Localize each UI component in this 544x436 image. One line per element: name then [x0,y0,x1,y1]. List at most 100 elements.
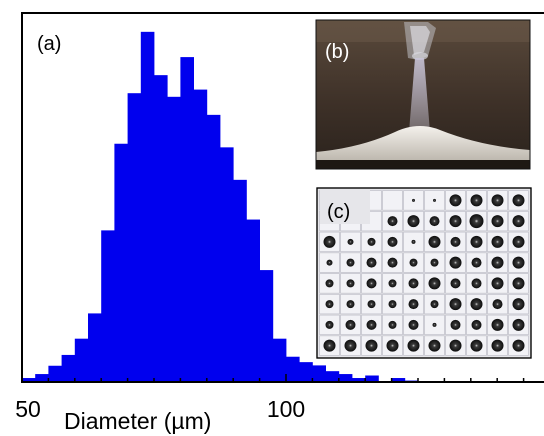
histogram-bar [140,31,155,383]
droplet-icon [345,319,356,330]
droplet-icon [365,339,378,352]
droplet-icon [491,277,504,290]
histogram-bar [193,89,208,382]
histogram-bar [154,75,168,383]
droplet-icon [449,194,462,207]
panel-label-b: (b) [325,41,349,63]
droplet-icon [470,298,483,311]
powder-pile [316,125,530,164]
droplet-icon [366,278,377,289]
droplet-icon [450,319,461,330]
droplet-icon [346,300,355,309]
droplet-icon [471,319,482,330]
histogram-bar [48,365,62,382]
droplet-icon [512,339,525,352]
inset-b-photo: (b) [315,19,531,170]
droplet-icon [408,319,419,330]
droplet-icon [491,318,504,331]
histogram-bars [22,31,419,383]
droplet-icon [492,299,503,310]
x-axis-title: Diameter (µm) [64,408,211,434]
histogram-bar [338,374,353,382]
histogram-bar [312,365,326,382]
droplet-cell [382,190,403,211]
droplet-icon [428,277,441,290]
droplet-icon [449,256,462,269]
histogram-bar [325,371,340,382]
histogram-bar [233,179,247,382]
droplet-icon [388,320,397,329]
droplet-icon [347,238,354,245]
histogram-bar [167,96,181,382]
droplet-icon [491,256,504,269]
histogram-bar [101,230,115,382]
droplet-icon [325,300,334,309]
histogram-bar [180,57,194,382]
droplet-icon [491,215,504,228]
droplet-icon [346,258,355,267]
histogram-bar [206,114,221,383]
droplet-icon [430,258,439,267]
droplet-icon [326,259,333,266]
droplet-icon [428,235,441,248]
histogram-bar [61,354,76,382]
droplet-icon [408,299,419,310]
droplet-icon [470,194,483,207]
droplet-icon [325,279,334,288]
inset-c-droplet-grid: (c) [316,187,532,359]
histogram-bar [352,378,366,382]
droplet-icon [388,279,397,288]
droplet-icon [387,216,398,227]
droplet-icon [407,339,420,352]
histogram-bar [272,338,287,382]
panel-label-a: (a) [37,33,61,55]
droplet-icon [367,300,376,309]
droplet-icon [323,339,336,352]
droplet-icon [491,194,504,207]
droplet-icon [386,339,399,352]
x-ticks [21,374,525,382]
droplet-icon [449,215,462,228]
droplet-icon [449,298,462,311]
x-tick-label-100: 100 [267,396,305,422]
histogram-bar [88,313,102,382]
droplet-icon [323,235,336,248]
histogram-bar [365,375,379,382]
histogram-bar [299,362,313,382]
droplet-icon [512,215,525,228]
droplet-icon [491,235,504,248]
droplet-icon [387,236,398,247]
panel-label-c: (c) [327,201,350,223]
droplet-icon [449,339,462,352]
histogram-bar [22,378,36,382]
droplet-icon [325,320,334,329]
histogram-bar [220,147,234,382]
droplet-icon [366,257,377,268]
histogram-bar [127,93,142,382]
x-tick-label-50: 50 [15,396,41,422]
droplet-icon [512,256,525,269]
droplet-icon [408,278,419,289]
droplet-icon [429,216,440,227]
droplet-icon [407,215,420,228]
droplet-jet [409,58,430,132]
histogram-bar [286,356,300,382]
droplet-icon [388,300,397,309]
droplet-icon [344,339,357,352]
droplet-icon [512,318,525,331]
histogram-bar [259,270,274,382]
histogram-bar [391,378,406,382]
droplet-icon [491,339,504,352]
droplet-icon [512,194,525,207]
droplet-icon [409,258,418,267]
droplet-icon [346,279,355,288]
droplet-icon [470,339,483,352]
droplet-icon [433,198,436,202]
droplet-icon [512,277,525,290]
droplet-icon [432,322,437,327]
droplet-icon [469,214,484,229]
histogram-bar [35,374,49,382]
droplet-icon [470,235,483,248]
droplet-icon [412,198,415,202]
